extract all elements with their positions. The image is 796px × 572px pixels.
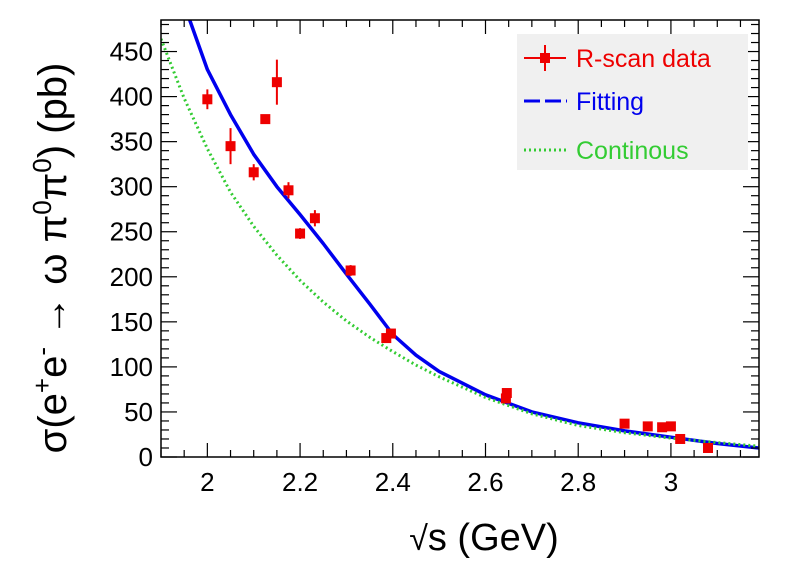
y-tick-label: 450 [110,37,153,67]
legend-marker-square [540,53,550,63]
y-tick-label: 100 [110,352,153,382]
x-tick-label: 2.4 [375,467,411,497]
legend-label: R-scan data [576,45,711,73]
x-ticks: 2 2.2 2.4 2.6 2.8 3 [160,20,742,497]
data-point-17 [665,421,676,432]
series-line-continous [161,38,759,448]
y-title-pre: σ(e [31,393,75,453]
legend: R-scan data Fitting Continous [517,34,748,170]
series-layer [161,20,759,453]
x-axis-title: √s (GeV) [409,517,559,559]
marker [703,442,714,453]
y-tick-label: 300 [110,172,153,202]
x-tick-label: 3 [664,467,678,497]
data-point-16 [657,422,668,433]
marker [248,167,259,178]
marker [345,265,356,276]
y-title-sup3: 0 [27,200,57,214]
data-point-9 [345,265,356,276]
marker [283,185,294,196]
y-title-post: ) (pb) [31,63,75,159]
marker [295,228,306,239]
y-title-sup4: 0 [27,158,57,172]
x-axis-title-root: √ [409,520,428,558]
data-point-13 [501,388,512,399]
data-point-7 [295,228,306,239]
marker [260,114,271,125]
y-tick-label: 250 [110,217,153,247]
data-point-19 [703,442,714,453]
x-tick-label: 2 [200,467,214,497]
data-point-18 [675,433,686,444]
data-point-3 [248,164,259,181]
data-point-1 [202,89,213,110]
marker [225,141,236,152]
x-tick-label: 2.2 [282,467,318,497]
data-point-8 [309,210,320,227]
marker [642,421,653,432]
y-tick-label: 200 [110,262,153,292]
data-point-15 [642,421,653,432]
legend-label: Fitting [576,88,644,116]
x-axis-title-var: s [428,517,447,559]
legend-entry-r-scan-data: R-scan data [524,45,711,73]
marker [385,328,396,339]
y-ticks: 0 50 100 150 200 250 300 350 400 450 [110,23,759,472]
data-point-4 [260,114,271,125]
x-axis-title-unit: (GeV) [447,517,559,559]
legend-entry-continous: Continous [524,137,689,165]
frame-layer [160,19,760,458]
data-point-2 [225,128,236,165]
marker [675,433,686,444]
data-point-5 [271,59,282,105]
y-title-pi: π [31,173,75,201]
marker [202,94,213,105]
x-tick-label: 2.6 [467,467,503,497]
y-title-arrow: → ω π [31,215,75,347]
y-tick-label: 50 [124,397,153,427]
y-tick-label: 150 [110,307,153,337]
y-title-mid: e [31,356,75,378]
y-tick-label: 400 [110,82,153,112]
legend-entry-fitting: Fitting [524,88,644,116]
plot-frame [160,19,760,458]
marker [501,388,512,399]
marker [619,418,630,429]
y-tick-label: 350 [110,127,153,157]
y-axis-title: σ(e+e- → ω π0π0) (pb) [27,63,75,454]
x-tick-label: 2.8 [560,467,596,497]
data-point-14 [619,418,630,429]
marker [657,422,668,433]
y-title-sup2: - [27,347,57,356]
legend-label: Continous [576,137,689,165]
y-tick-label: 0 [139,442,153,472]
plot-area [161,20,759,453]
marker [309,213,320,224]
marker [500,393,511,404]
marker [665,421,676,432]
marker [271,77,282,88]
data-point-11 [385,328,396,339]
y-title-sup1: + [27,378,57,393]
data-point-6 [283,182,294,199]
